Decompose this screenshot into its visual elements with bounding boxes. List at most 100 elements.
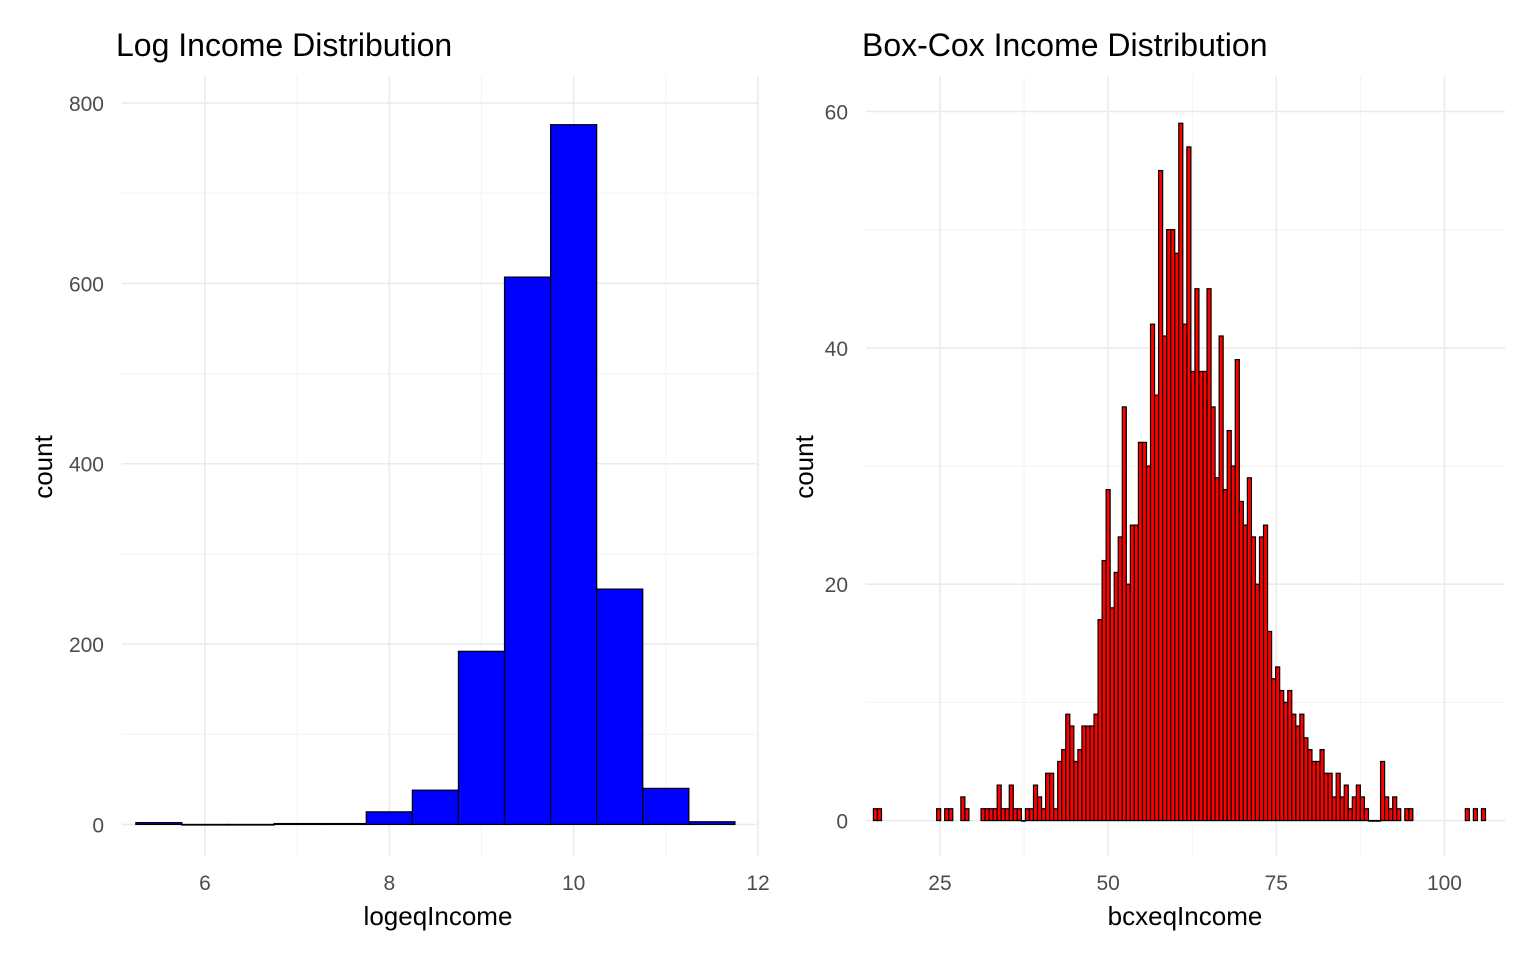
histogram-bar: [1396, 808, 1402, 822]
histogram-bar: [1472, 808, 1479, 822]
histogram-bar: [1170, 229, 1176, 822]
x-tick-label: 25: [928, 872, 951, 895]
histogram-bar: [1028, 808, 1035, 822]
histogram-bar: [948, 808, 954, 822]
histogram-bar: [1097, 619, 1103, 822]
histogram-bar: [1246, 477, 1253, 822]
histogram-bar: [1198, 370, 1204, 822]
histogram-bar: [964, 808, 970, 822]
histogram-bar: [1065, 713, 1071, 822]
histogram-bar: [411, 789, 460, 826]
histogram-bar: [1073, 760, 1079, 822]
histogram-bar: [1392, 796, 1398, 822]
histogram-bar: [227, 823, 275, 826]
histogram-bar: [1307, 749, 1313, 822]
x-tick-label: 8: [383, 872, 395, 895]
histogram-bar: [1250, 536, 1257, 822]
histogram-bar: [1049, 772, 1055, 822]
histogram-bar: [1206, 288, 1212, 822]
histogram-bar: [1077, 749, 1083, 822]
histogram-bar: [1464, 808, 1470, 822]
histogram-bar: [1024, 808, 1031, 822]
histogram-bar: [181, 823, 229, 826]
y-axis-title: count: [28, 434, 58, 498]
histogram-bar: [1214, 477, 1220, 822]
histogram-bar: [1032, 784, 1039, 822]
histogram-bar: [1012, 808, 1018, 822]
x-tick-label: 75: [1265, 872, 1288, 895]
histogram-bar: [1153, 394, 1160, 822]
histogram-bar: [1323, 772, 1329, 822]
histogram-bar: [1355, 784, 1361, 822]
histogram-bar: [135, 822, 183, 826]
x-tick-label: 6: [199, 872, 211, 895]
x-axis-title: bcxeqIncome: [1108, 901, 1263, 931]
y-tick-label: 0: [92, 814, 104, 837]
histogram-bar: [1303, 737, 1309, 822]
histogram-bar: [1141, 441, 1148, 822]
chart-title: Box-Cox Income Distribution: [862, 27, 1267, 63]
histogram-bar: [1266, 630, 1273, 822]
histogram-bar: [1194, 288, 1200, 822]
histogram-bar: [1186, 146, 1192, 822]
histogram-bar: [1262, 524, 1269, 822]
log-income-histogram: 6 8 10 12 0 200 400 600 800 Log Income Distribut…: [28, 27, 770, 931]
histogram-bar: [1343, 784, 1349, 822]
histogram-bar: [1347, 808, 1353, 822]
histogram-bar: [1202, 370, 1208, 822]
x-tick-label: 50: [1096, 872, 1119, 895]
histogram-bar: [1404, 808, 1410, 822]
histogram-bar: [988, 808, 994, 822]
histogram-bar: [1053, 808, 1059, 822]
histogram-bar: [1335, 772, 1341, 822]
chart-title: Log Income Distribution: [116, 27, 452, 63]
histogram-bar: [1020, 819, 1027, 822]
histogram-bar: [1234, 359, 1240, 822]
histogram-bar: [1331, 796, 1337, 822]
histogram-bar: [1408, 808, 1414, 822]
histogram-bar: [1133, 524, 1140, 822]
histogram-bar: [960, 796, 966, 822]
histogram-bar: [1093, 713, 1099, 822]
histogram-bar: [1162, 335, 1168, 822]
y-tick-label: 0: [836, 811, 848, 834]
histogram-bar: [1089, 725, 1095, 822]
histogram-bar: [1295, 725, 1301, 822]
histogram-bar: [980, 808, 986, 822]
y-tick-label: 800: [69, 93, 104, 116]
y-tick-label: 400: [69, 454, 104, 477]
histogram-bar: [1145, 465, 1152, 822]
histogram-bar: [1222, 489, 1228, 822]
histogram-bar: [1254, 583, 1261, 822]
histogram-bar: [1174, 252, 1180, 822]
histogram-bar: [503, 276, 552, 826]
y-tick-label: 20: [825, 574, 848, 597]
histogram-bar: [1000, 808, 1006, 822]
histogram-bar: [1375, 819, 1382, 822]
histogram-bar: [1125, 583, 1131, 822]
histogram-bar: [1113, 571, 1119, 822]
histogram-bar: [1040, 808, 1047, 822]
x-tick-label: 100: [1427, 872, 1462, 895]
histogram-bar: [1121, 406, 1127, 822]
histogram-bar: [996, 784, 1002, 822]
histogram-bar: [1283, 701, 1289, 822]
histogram-bar: [1242, 524, 1248, 822]
histogram-bar: [1388, 808, 1394, 822]
histogram-bar: [1101, 559, 1107, 822]
histogram-bar: [550, 124, 598, 826]
histogram-bar: [1008, 784, 1014, 822]
histogram-bar: [1367, 819, 1374, 822]
histogram-bar: [936, 808, 942, 822]
histogram-bar: [1210, 406, 1216, 822]
histogram-bar: [992, 808, 998, 822]
histogram-bar: [1069, 725, 1075, 822]
y-axis-title: count: [789, 434, 819, 498]
histogram-bar: [1270, 678, 1277, 822]
histogram-bar: [1109, 607, 1115, 822]
histogram-bar: [1315, 760, 1321, 822]
histogram-bar: [1016, 808, 1022, 822]
histogram-bar: [1383, 796, 1390, 822]
y-tick-label: 200: [69, 634, 104, 657]
